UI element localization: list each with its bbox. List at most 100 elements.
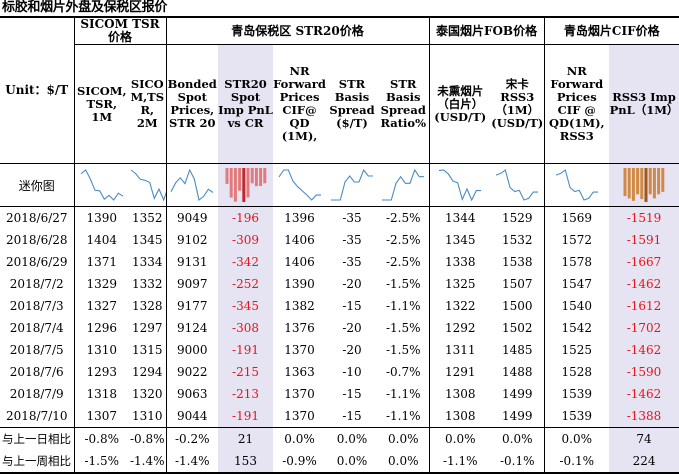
cell-rss3-fob: 1499 <box>501 409 533 423</box>
row-date: 2018/7/2 <box>0 273 75 295</box>
cell-unsmoked: 1292 <box>428 317 492 339</box>
change-cell-bonded: -1.4% <box>165 450 218 474</box>
cell-sicom-1m: 1327 <box>86 299 118 313</box>
change-cell-sicom-1m: -0.8% <box>74 427 129 450</box>
cell-sicom-1m: 1318 <box>86 387 118 401</box>
cell-sicom-1m: 1310 <box>86 343 118 357</box>
cell-str-ratio: -2.5% <box>385 233 421 247</box>
sparkline-bonded <box>170 168 214 201</box>
cell-bonded: 9000 <box>165 339 218 361</box>
sparkline-bar <box>652 168 656 199</box>
cell-bonded: 9124 <box>165 317 218 339</box>
change-cell-nr-fwd-rss3: -0.1% <box>543 450 610 474</box>
cell-unsmoked: 1344 <box>428 206 492 229</box>
sparkline-sicom-1m <box>80 169 124 201</box>
cell-bonded: 9097 <box>165 273 218 295</box>
sparkline-bar <box>631 168 635 201</box>
change-cell-rss3-pnl: 224 <box>609 450 679 474</box>
column-header-sicom-2m: SICO M,TS R, 2M <box>129 44 166 164</box>
change-label: 与上一周相比 <box>0 450 75 474</box>
cell-rss3-fob: 1532 <box>501 233 533 247</box>
row-date: 2018/6/27 <box>0 206 75 229</box>
sparkline-nr-fwd-cif <box>278 169 321 201</box>
cell-str20-pnl: -191 <box>218 339 273 361</box>
cell-rss3-fob: 1499 <box>501 387 533 401</box>
cell-bonded: 9131 <box>165 251 218 273</box>
sparkline-bar <box>640 168 644 200</box>
sparkline-str20-pnl <box>225 168 266 202</box>
unit-header: Unit：$/T <box>0 16 75 164</box>
cell-sicom-2m: 1297 <box>131 321 163 335</box>
cell-rss3-fob: 1485 <box>501 343 533 357</box>
table-row: 2018/7/2 1329 1332 9097 -252 1390 -20 -1.5% 1325… <box>0 273 679 295</box>
cell-str-ratio: -1.1% <box>385 299 421 313</box>
cell-nr-fwd-cif: 1382 <box>284 299 315 313</box>
sparkline-nr-fwd-rss3 <box>555 169 598 201</box>
cell-str20-pnl: -308 <box>218 317 273 339</box>
cell-sicom-2m: 1294 <box>131 365 163 379</box>
row-date: 2018/7/9 <box>0 383 75 405</box>
cell-str-basis: -15 <box>342 387 362 401</box>
cell-sicom-1m: 1371 <box>86 255 118 269</box>
table-row: 2018/7/9 1318 1320 9063 -213 1370 -15 -1.1% 1308… <box>0 383 679 405</box>
cell-str-ratio: -1.5% <box>385 277 421 291</box>
cell-nr-fwd-cif: 1370 <box>284 409 315 423</box>
change-cell-str-basis: 0.0% <box>326 450 378 474</box>
sparkline-str-ratio <box>382 168 425 201</box>
change-cell-sicom-1m: -1.5% <box>74 450 129 474</box>
change-row: 与上一日相比 -0.8% -0.8% -0.2% 21 0.0% 0.0% 0.0% 0.0% 0… <box>0 427 679 450</box>
cell-rss3-pnl: -1667 <box>609 251 679 273</box>
change-cell-unsmoked: 0.0% <box>428 427 492 450</box>
cell-rss3-pnl: -1591 <box>609 229 679 251</box>
table-row: 2018/7/6 1293 1294 9022 -215 1363 -10 -0.7% 1291… <box>0 361 679 383</box>
change-cell-bonded: -0.2% <box>165 427 218 450</box>
cell-str-basis: -35 <box>342 233 362 247</box>
change-cell-str20-pnl: 21 <box>218 427 273 450</box>
column-header-unsmoked: 未熏烟片（白片）(USD/T) <box>428 44 492 164</box>
cell-str-ratio: -1.5% <box>385 343 421 357</box>
cell-nr-fwd-rss3: 1547 <box>543 273 610 295</box>
column-header-str-ratio: STR Basis Spread Ratio% <box>378 44 430 164</box>
sparkline-line <box>278 169 321 201</box>
cell-sicom-1m: 1307 <box>86 409 118 423</box>
group-header-sicom: SICOM TSR 价格 <box>80 17 160 44</box>
cell-rss3-pnl: -1462 <box>609 273 679 295</box>
cell-bonded: 9102 <box>165 229 218 251</box>
cell-unsmoked: 1338 <box>428 251 492 273</box>
cell-str20-pnl: -252 <box>218 273 273 295</box>
cell-str-basis: -20 <box>342 343 362 357</box>
column-header-nr-fwd-cif: NR Forward Prices CIF@ QD (1M), <box>273 44 326 164</box>
cell-nr-fwd-rss3: 1539 <box>543 383 610 405</box>
column-header-str20-pnl: STR20 Spot Imp PnL vs CR <box>218 44 273 164</box>
change-cell-nr-fwd-cif: -0.9% <box>273 450 326 474</box>
cell-str20-pnl: -345 <box>218 295 273 317</box>
group-header-thai-fob: 泰国烟片FOB价格 <box>428 17 545 45</box>
table-row: 2018/7/5 1310 1315 9000 -191 1370 -20 -1.5% 1311… <box>0 339 679 361</box>
cell-str-basis: -15 <box>342 409 362 423</box>
cell-sicom-1m: 1293 <box>86 365 118 379</box>
cell-rss3-pnl: -1462 <box>609 339 679 361</box>
sparkline-rss3-pnl <box>623 168 665 202</box>
sparkline-line <box>80 169 124 201</box>
row-date: 2018/7/10 <box>0 405 75 428</box>
cell-nr-fwd-cif: 1390 <box>284 277 315 291</box>
cell-str-ratio: -1.5% <box>385 321 421 335</box>
cell-nr-fwd-cif: 1370 <box>284 343 315 357</box>
cell-unsmoked: 1308 <box>428 405 492 428</box>
change-cell-rss3-pnl: 74 <box>609 427 679 450</box>
cell-str-ratio: -1.1% <box>385 409 421 423</box>
cell-str20-pnl: -309 <box>218 229 273 251</box>
cell-str20-pnl: -213 <box>218 383 273 405</box>
sparkline-bar <box>644 168 648 202</box>
change-cell-rss3-fob: -0.1% <box>491 450 545 474</box>
cell-sicom-1m: 1329 <box>86 277 118 291</box>
cell-str-ratio: -1.1% <box>385 387 421 401</box>
sparkline-line <box>439 169 482 202</box>
group-header-qingdao-str20: 青岛保税区 STR20价格 <box>165 17 430 45</box>
cell-nr-fwd-cif: 1406 <box>284 255 315 269</box>
sparkline-row: 迷你图 <box>0 163 679 207</box>
cell-str-basis: -10 <box>342 365 362 379</box>
change-cell-str-basis: 0.0% <box>326 427 378 450</box>
cell-rss3-pnl: -1590 <box>609 361 679 383</box>
sparkline-line <box>331 168 373 201</box>
